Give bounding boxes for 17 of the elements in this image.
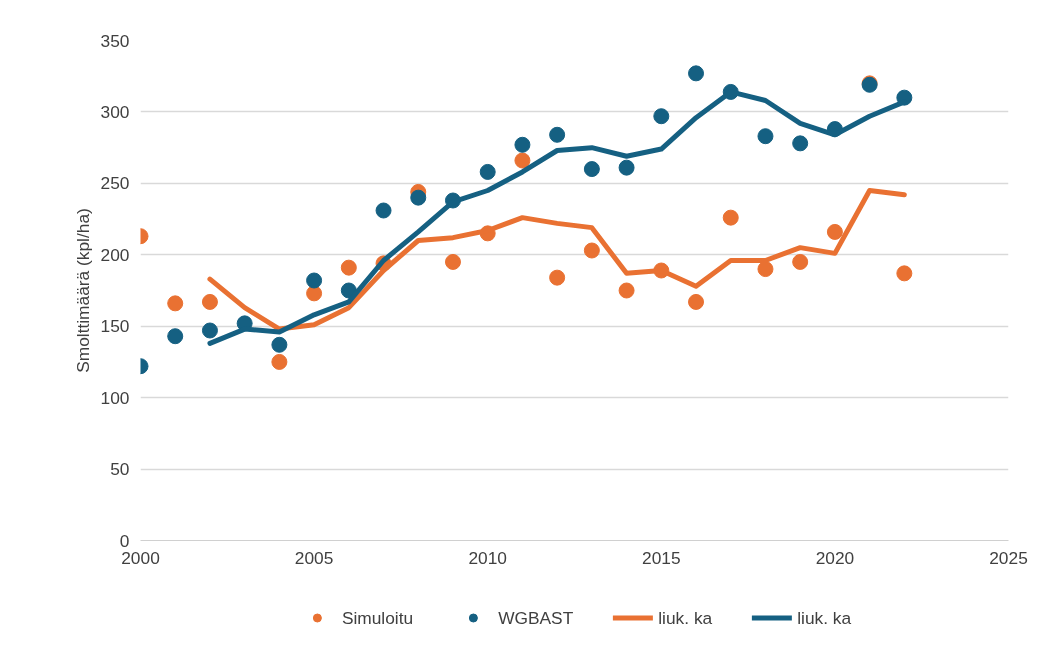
y-tick-label: 100 <box>100 387 130 408</box>
y-tick-label: 300 <box>100 101 130 122</box>
y-tick-label: 200 <box>100 244 130 265</box>
legend-label: liuk. ka <box>658 607 713 628</box>
x-tick-label: 2005 <box>294 547 334 568</box>
x-tick-label: 2015 <box>642 547 681 568</box>
y-tick-label: 150 <box>100 316 130 337</box>
legend-label: Simuloitu <box>341 607 414 628</box>
y-tick-label: 250 <box>100 173 130 194</box>
y-axis-title: Smolttimäärä (kpl/ha) <box>72 208 93 373</box>
x-tick-label: 2025 <box>989 547 1028 568</box>
y-tick-label: 50 <box>110 459 130 480</box>
x-tick-label: 2010 <box>468 547 507 568</box>
y-tick-label: 350 <box>100 30 130 51</box>
legend-label: liuk. ka <box>797 607 852 628</box>
x-tick-label: 2020 <box>815 547 855 568</box>
legend-label: WGBAST <box>498 607 574 628</box>
